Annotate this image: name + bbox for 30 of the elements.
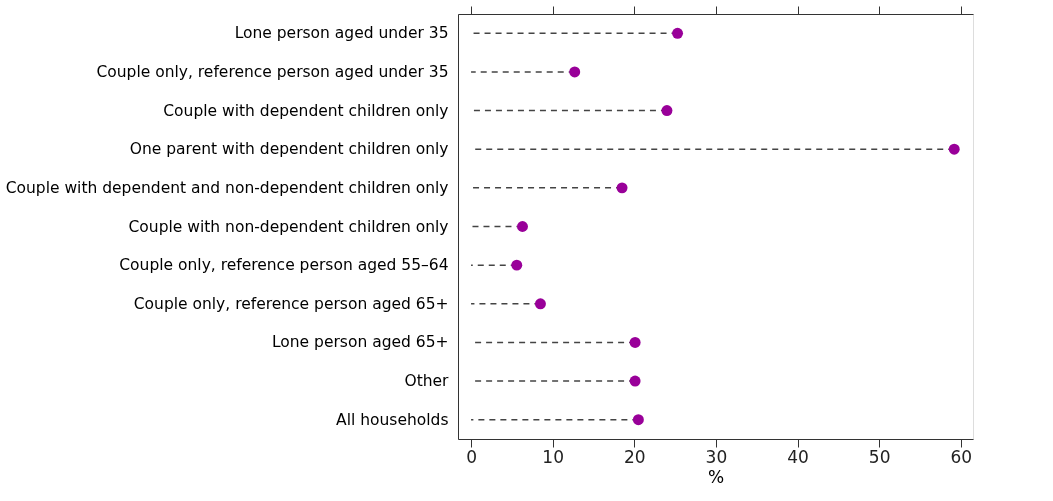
y-tick-label: Couple with dependent children only <box>163 101 449 120</box>
point <box>569 66 581 78</box>
point <box>661 105 673 117</box>
y-tick-label: Couple only, reference person aged 65+ <box>133 294 449 313</box>
point <box>616 182 628 194</box>
y-tick-label: Other <box>404 372 450 391</box>
y-tick-label: Couple only, reference person aged under 35 <box>96 62 449 81</box>
point <box>672 27 684 39</box>
point <box>534 298 546 310</box>
point <box>629 336 641 348</box>
x-tick-label: 0 <box>466 446 477 467</box>
y-tick-label: Couple with non-dependent children only <box>128 217 449 236</box>
x-tick-label: 60 <box>950 446 973 467</box>
x-tick-label: 40 <box>787 446 809 467</box>
y-tick-label: Couple with dependent and non-dependent children only <box>5 178 449 197</box>
y-tick-label: Lone person aged under 35 <box>234 24 449 43</box>
y-tick-label: One parent with dependent children only <box>129 140 449 159</box>
x-tick-label: 50 <box>868 446 891 467</box>
x-tick-label: 10 <box>542 446 564 467</box>
x-tick-label: 20 <box>623 446 646 467</box>
y-tick-label: All households <box>336 410 449 429</box>
point <box>511 259 523 271</box>
point <box>517 221 528 232</box>
point <box>629 375 641 387</box>
y-tick-label: Couple only, reference person aged 55–64 <box>119 256 449 275</box>
x-tick-label: 30 <box>705 446 728 467</box>
y-tick-label: Lone person aged 65+ <box>271 333 449 352</box>
x-axis-title: % <box>707 466 725 487</box>
point <box>948 143 960 155</box>
point <box>632 414 644 426</box>
